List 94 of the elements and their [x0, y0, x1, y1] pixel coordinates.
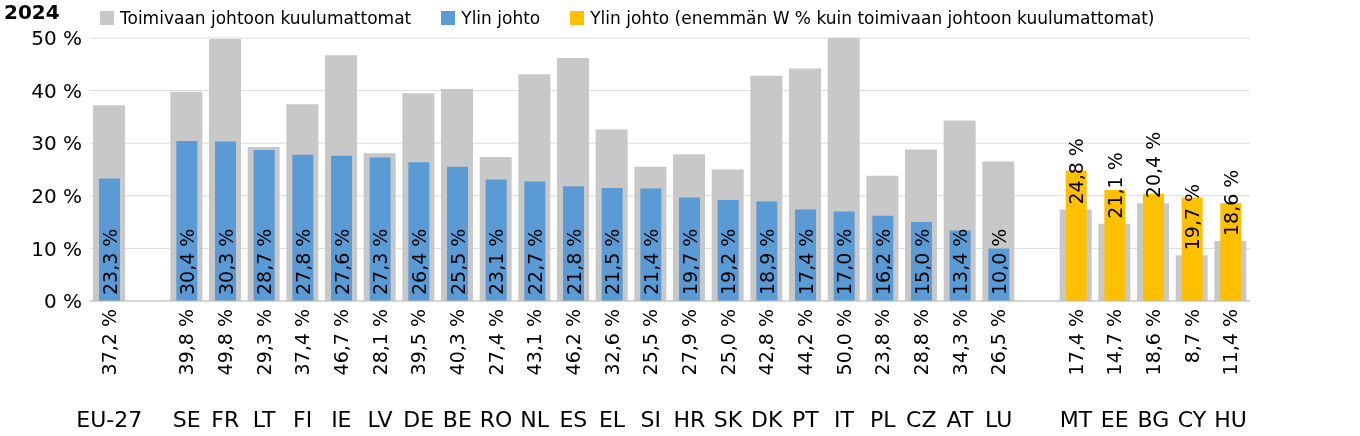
x-tick-label: EL: [598, 407, 626, 432]
data-label: 25,0 %: [716, 309, 739, 376]
x-tick-label: SI: [640, 407, 661, 432]
x-tick-label: LU: [985, 407, 1013, 432]
data-label: 28,8 %: [910, 309, 932, 376]
data-label: 27,8 %: [291, 228, 314, 295]
data-label: 18,6 %: [1142, 309, 1164, 376]
x-tick-label: EE: [1100, 407, 1129, 432]
x-tick-label: BE: [442, 407, 472, 432]
data-label: 24,8 %: [1065, 138, 1088, 205]
data-label: 27,4 %: [484, 309, 507, 376]
data-label: 28,7 %: [253, 228, 276, 295]
x-tick-label: HU: [1214, 407, 1247, 432]
chart-title: 2024: [4, 0, 60, 24]
x-tick-label: AT: [946, 407, 974, 432]
data-label: 30,4 %: [175, 228, 198, 295]
x-tick-label: IT: [834, 407, 855, 432]
data-label: 21,8 %: [562, 228, 585, 295]
data-label: 23,1 %: [485, 228, 508, 295]
x-tick-label: FR: [211, 407, 240, 432]
x-tick-label: CY: [1177, 407, 1207, 432]
data-label: 37,4 %: [291, 309, 314, 376]
data-label: 11,4 %: [1219, 309, 1242, 376]
data-label: 18,6 %: [1219, 169, 1242, 237]
data-label: 34,3 %: [948, 309, 971, 376]
x-tick-label: ES: [559, 407, 588, 432]
data-label: 27,3 %: [369, 228, 392, 295]
data-label: 21,4 %: [639, 228, 662, 295]
data-label: 25,5 %: [639, 309, 662, 376]
x-tick-label: BG: [1137, 407, 1170, 432]
data-label: 18,9 %: [755, 228, 778, 295]
x-tick-label: CZ: [906, 407, 937, 432]
data-label: 8,7 %: [1180, 309, 1203, 364]
data-label: 19,7 %: [678, 228, 701, 295]
x-tick-label: SK: [713, 407, 743, 432]
data-label: 50,0 %: [832, 309, 855, 376]
data-label: 32,6 %: [600, 309, 623, 376]
data-label: 37,2 %: [98, 309, 120, 376]
legend-label: Toimivaan johtoon kuulumattomat: [120, 8, 412, 28]
y-tick-label: 50 %: [31, 26, 82, 51]
data-label: 15,0 %: [910, 228, 933, 295]
data-label: 40,3 %: [446, 309, 468, 376]
data-label: 26,5 %: [987, 309, 1010, 376]
data-label: 46,2 %: [562, 309, 584, 376]
data-label: 21,5 %: [601, 228, 624, 295]
legend-label: Ylin johto: [461, 8, 541, 28]
data-label: 17,4 %: [1064, 309, 1087, 376]
data-label: 46,7 %: [330, 309, 352, 376]
x-tick-label: LV: [367, 407, 393, 432]
data-label: 19,2 %: [717, 228, 740, 295]
data-label: 42,8 %: [755, 309, 778, 376]
data-label: 39,5 %: [407, 309, 430, 376]
x-tick-label: RO: [479, 407, 513, 432]
x-tick-label: LT: [252, 407, 276, 432]
y-tick-label: 10 %: [31, 236, 82, 261]
data-label: 27,6 %: [330, 228, 353, 295]
y-tick-label: 40 %: [31, 78, 82, 103]
x-tick-label: FI: [293, 407, 313, 432]
data-label: 22,7 %: [523, 228, 546, 295]
data-label: 16,2 %: [871, 228, 894, 295]
data-label: 43,1 %: [523, 309, 546, 376]
x-tick-label: IE: [331, 407, 352, 432]
x-tick-label: PT: [791, 407, 820, 432]
data-label: 25,5 %: [446, 228, 469, 295]
data-label: 49,8 %: [214, 309, 236, 376]
x-tick-label: EU-27: [76, 407, 143, 432]
x-tick-label: SE: [172, 407, 201, 432]
data-label: 17,4 %: [794, 228, 817, 295]
data-label: 19,7 %: [1181, 183, 1204, 251]
data-label: 28,1 %: [368, 309, 391, 376]
data-label: 39,8 %: [175, 309, 198, 376]
data-label: 13,4 %: [949, 228, 972, 295]
x-tick-label: PL: [869, 407, 897, 432]
legend-label: Ylin johto (enemmän W % kuin toimivaan johtoon kuulumattomat): [590, 8, 1155, 28]
data-label: 29,3 %: [252, 309, 275, 376]
data-label: 10,0 %: [987, 228, 1010, 295]
x-tick-label: DK: [750, 407, 783, 432]
y-tick-label: 0 %: [43, 289, 82, 314]
data-label: 20,4 %: [1142, 131, 1165, 199]
data-label: 23,8 %: [871, 309, 894, 376]
x-tick-label: HR: [673, 407, 706, 432]
data-label: 14,7 %: [1103, 309, 1126, 376]
y-tick-label: 20 %: [31, 183, 82, 208]
data-label: 26,4 %: [407, 228, 430, 295]
data-label: 17,0 %: [833, 228, 856, 295]
x-tick-label: DE: [403, 407, 435, 432]
data-label: 30,3 %: [214, 228, 237, 295]
data-label: 23,3 %: [98, 228, 121, 295]
x-tick-label: MT: [1059, 407, 1093, 432]
x-tick-label: NL: [520, 407, 550, 432]
data-label: 27,9 %: [678, 309, 700, 376]
data-label: 21,1 %: [1103, 152, 1126, 219]
data-label: 44,2 %: [794, 309, 816, 376]
y-tick-label: 30 %: [31, 131, 82, 156]
